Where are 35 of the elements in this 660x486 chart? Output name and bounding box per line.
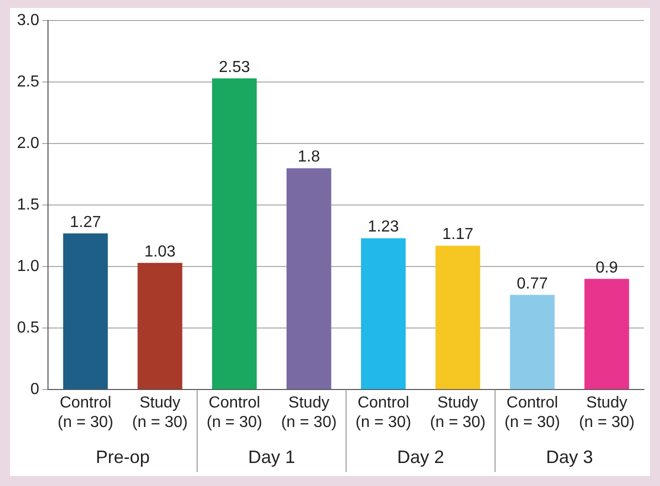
data-label: 1.03 — [144, 243, 176, 260]
y-tick-label: 0 — [30, 381, 40, 398]
y-tick-label: 2.5 — [16, 74, 40, 91]
y-tick-label: 0.5 — [16, 320, 40, 337]
x-tick-label: Study (n = 30) — [132, 394, 188, 431]
y-tick-label: 1.0 — [16, 258, 40, 276]
data-label: 1.8 — [298, 148, 320, 166]
data-label: 1.23 — [368, 218, 400, 236]
y-tick-label: 1.5 — [16, 196, 40, 214]
data-label: 0.9 — [596, 259, 618, 276]
bar — [510, 294, 555, 390]
bar — [361, 238, 406, 390]
text: Day 3 — [546, 446, 594, 467]
bar — [584, 278, 630, 390]
text: Pre-op — [96, 446, 150, 467]
text: Day 2 — [397, 446, 444, 467]
bar — [138, 262, 182, 390]
x-tick-label: Study (n = 30) — [430, 394, 486, 431]
data-label: 1.17 — [442, 226, 474, 244]
y-tick-label: 3.0 — [16, 12, 40, 30]
data-label: 2.53 — [218, 58, 250, 76]
bar — [63, 233, 108, 390]
x-tick-label: Study (n = 30) — [578, 394, 635, 431]
x-tick-label: Control (n = 30) — [504, 394, 560, 431]
x-tick-label: Study (n = 30) — [281, 394, 337, 431]
x-tick-label: Control (n = 30) — [58, 394, 114, 431]
bar — [286, 168, 332, 390]
data-label: 1.27 — [70, 214, 102, 231]
x-tick-label: Control (n = 30) — [206, 394, 262, 431]
y-tick-label: 2.0 — [16, 135, 40, 152]
text: Day 1 — [248, 446, 296, 467]
x-tick-label: Control (n = 30) — [356, 394, 412, 431]
data-label: 0.77 — [516, 275, 548, 292]
bar — [212, 78, 257, 390]
bar — [435, 246, 480, 390]
